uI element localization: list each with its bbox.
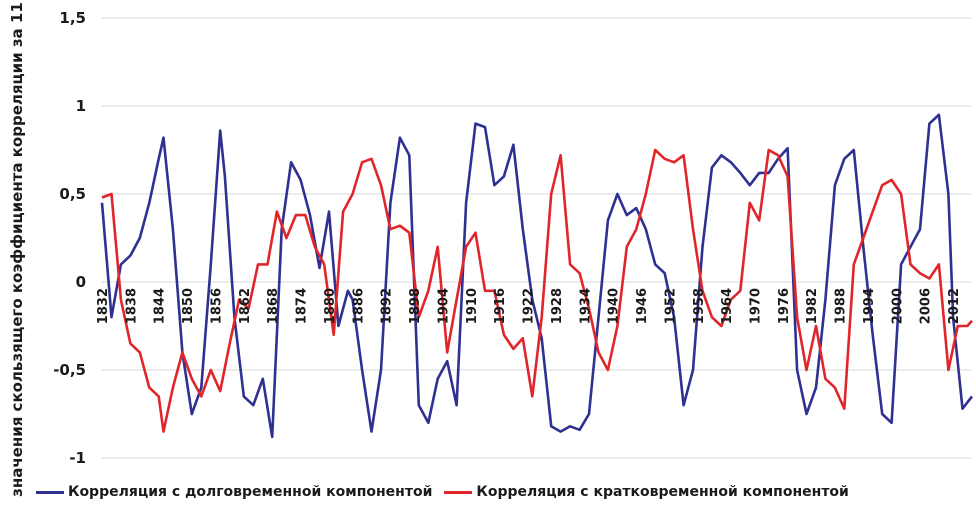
y-tick-label: -0,5 xyxy=(53,361,86,379)
x-tick-label: 1994 xyxy=(862,288,877,324)
y-axis-ticks: -1 -0,5 0 0,5 1 1,5 xyxy=(53,9,86,467)
x-tick-label: 1850 xyxy=(181,288,196,324)
series-line-1 xyxy=(101,148,973,433)
x-tick-label: 1838 xyxy=(124,288,139,324)
x-tick-label: 1988 xyxy=(834,288,849,324)
x-tick-label: 1982 xyxy=(805,288,820,324)
y-axis-label: значения скользящего коэффициента коррел… xyxy=(8,0,26,497)
x-tick-label: 1958 xyxy=(692,288,707,324)
series-lines xyxy=(100,113,974,439)
x-tick-label: 1952 xyxy=(663,288,678,324)
legend-swatch-long-term xyxy=(36,490,64,494)
legend-item-long-term: Корреляция с долговременной компонентой xyxy=(36,484,432,500)
x-tick-label: 1904 xyxy=(436,288,451,324)
x-axis-ticks: 1832 1838 1844 1850 1856 1862 1868 1874 1880 1886… xyxy=(96,288,962,324)
legend-label-long-term: Корреляция с долговременной компонентой xyxy=(68,484,433,500)
y-tick-label: 0 xyxy=(76,273,86,291)
x-tick-label: 1940 xyxy=(607,288,622,324)
legend-swatch-short-term xyxy=(444,490,473,494)
x-tick-label: 2006 xyxy=(919,288,934,324)
x-tick-label: 1880 xyxy=(323,288,338,324)
x-tick-label: 2000 xyxy=(890,288,905,324)
x-tick-label: 1832 xyxy=(96,288,111,324)
x-tick-label: 1964 xyxy=(720,288,735,324)
legend-label-short-term: Корреляция с кратковременной компонентой xyxy=(476,484,849,500)
x-tick-label: 1934 xyxy=(578,288,593,324)
gridlines xyxy=(102,17,972,459)
y-tick-label: 0,5 xyxy=(59,185,86,203)
legend: Корреляция с долговременной компонентой … xyxy=(36,484,861,500)
y-tick-label: 1 xyxy=(76,97,86,115)
x-tick-label: 2012 xyxy=(947,288,962,324)
legend-item-short-term: Корреляция с кратковременной компонентой xyxy=(444,484,849,500)
x-tick-label: 1910 xyxy=(465,288,480,324)
x-tick-label: 1886 xyxy=(351,288,366,324)
x-tick-label: 1874 xyxy=(295,288,310,324)
x-tick-label: 1862 xyxy=(238,288,253,324)
x-tick-label: 1946 xyxy=(635,288,650,324)
x-tick-label: 1970 xyxy=(749,288,764,324)
x-tick-label: 1916 xyxy=(493,288,508,324)
x-tick-label: 1898 xyxy=(408,288,423,324)
series-line-0 xyxy=(100,113,974,439)
y-tick-label: -1 xyxy=(69,449,86,467)
y-tick-label: 1,5 xyxy=(59,9,86,27)
x-tick-label: 1976 xyxy=(777,288,792,324)
x-tick-label: 1892 xyxy=(380,288,395,324)
x-tick-label: 1844 xyxy=(153,288,168,324)
x-tick-label: 1928 xyxy=(550,288,565,324)
x-tick-label: 1922 xyxy=(522,288,537,324)
x-tick-label: 1856 xyxy=(210,288,225,324)
x-tick-label: 1868 xyxy=(266,288,281,324)
